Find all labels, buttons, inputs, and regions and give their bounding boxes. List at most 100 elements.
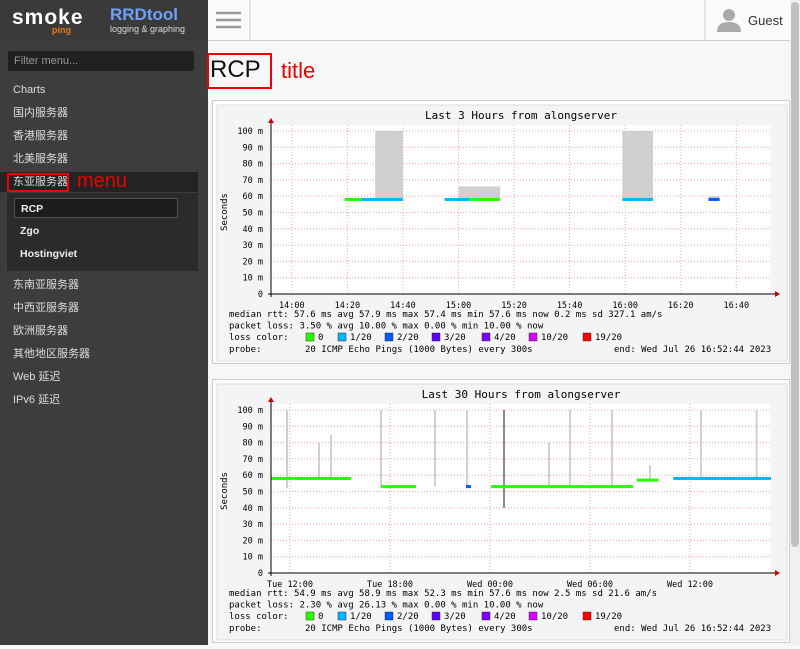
stats-line: packet loss: 2.30 % avg 26.13 % max 0.00… <box>229 601 544 611</box>
y-tick-label: 20 m <box>243 257 263 267</box>
y-tick-label: 30 m <box>243 241 263 251</box>
loss-label: loss color: <box>229 612 289 622</box>
smoke <box>318 442 320 479</box>
smoke <box>755 410 758 479</box>
y-tick-label: 90 m <box>243 143 263 153</box>
median <box>444 197 470 201</box>
y-tick-label: 90 m <box>243 422 263 432</box>
menu-item[interactable]: 东南亚服务器 <box>13 279 79 291</box>
median <box>344 197 362 201</box>
x-tick-label: Tue 18:00 <box>367 580 413 590</box>
smoke <box>380 410 382 487</box>
smoke <box>286 410 288 489</box>
plot-area <box>271 125 771 294</box>
x-tick-label: 14:20 <box>335 301 361 311</box>
x-tick-label: 14:40 <box>390 301 416 311</box>
menu-item[interactable]: IPv6 延迟 <box>13 394 61 406</box>
menu-item[interactable]: Web 延迟 <box>13 371 61 383</box>
y-axis-label: Seconds <box>220 193 230 231</box>
menu-item[interactable]: Charts <box>13 84 46 96</box>
menu-item[interactable]: 北美服务器 <box>13 153 68 165</box>
loss-color-label: 19/20 <box>595 333 622 343</box>
y-tick-label: 40 m <box>243 504 263 514</box>
loss-color-label: 0 <box>318 333 323 343</box>
loss-color-label: 10/20 <box>541 333 568 343</box>
probe-label: probe: <box>229 624 262 634</box>
stats-line: median rtt: 54.9 ms avg 58.9 ms max 52.3… <box>229 589 657 599</box>
loss-color-label: 0 <box>318 612 323 622</box>
loss-swatch <box>305 332 315 342</box>
submenu-item[interactable]: Zgo <box>20 225 40 237</box>
y-tick-label: 80 m <box>243 439 263 449</box>
axis-arrow <box>775 291 780 297</box>
median <box>491 485 633 489</box>
logo-ping: ping <box>52 25 71 35</box>
filter-input[interactable]: Filter menu... <box>8 51 194 71</box>
y-tick-label: 80 m <box>243 160 263 170</box>
loss-color-label: 1/20 <box>350 333 372 343</box>
stats-line: packet loss: 3.50 % avg 10.00 % max 0.00… <box>229 322 544 332</box>
x-tick-label: 14:00 <box>279 301 305 311</box>
loss-color-label: 2/20 <box>397 333 419 343</box>
menu-item[interactable]: 中西亚服务器 <box>13 302 79 314</box>
x-tick-label: 16:40 <box>723 301 749 311</box>
x-tick-label: Wed 06:00 <box>567 580 613 590</box>
hamburger[interactable] <box>216 11 241 29</box>
submenu-item[interactable]: Hostingviet <box>20 248 78 260</box>
probe-text: 20 ICMP Echo Pings (1000 Bytes) every 30… <box>305 624 533 634</box>
loss-color-label: 2/20 <box>397 612 419 622</box>
topbar-icons <box>216 0 741 40</box>
sidebar: smoke ping RRDtool logging & graphing Fi… <box>0 0 208 645</box>
loss-swatch <box>528 611 538 621</box>
median <box>381 485 416 489</box>
x-tick-label: 15:00 <box>446 301 472 311</box>
smoke <box>700 410 702 479</box>
end-time: end: Wed Jul 26 16:52:44 2023 <box>614 624 771 634</box>
submenu-item[interactable]: RCP <box>14 198 178 218</box>
loss-label: loss color: <box>229 333 289 343</box>
median <box>636 478 659 482</box>
smoke <box>708 196 720 200</box>
median <box>673 476 771 480</box>
x-tick-label: 16:00 <box>612 301 638 311</box>
y-axis-label: Seconds <box>220 472 230 510</box>
scroll-thumb[interactable] <box>791 2 799 547</box>
menu-item[interactable]: 香港服务器 <box>13 130 68 142</box>
menu-item[interactable]: 欧洲服务器 <box>13 325 68 337</box>
smoke <box>503 410 505 508</box>
loss-color-label: 10/20 <box>541 612 568 622</box>
loss-swatch <box>337 332 347 342</box>
y-tick-label: 60 m <box>243 471 263 481</box>
graph: Last 30 Hours from alongserver Seconds 0 10… <box>216 383 788 641</box>
user-icon[interactable] <box>717 9 741 32</box>
end-time: end: Wed Jul 26 16:52:44 2023 <box>614 345 771 355</box>
loss-swatch <box>431 611 441 621</box>
menu-item[interactable]: 其他地区服务器 <box>13 348 90 360</box>
median <box>466 485 471 489</box>
axis-arrow <box>268 118 274 123</box>
y-tick-label: 100 m <box>237 127 263 137</box>
y-tick-label: 20 m <box>243 536 263 546</box>
scrollbar[interactable] <box>790 0 800 645</box>
menu-item[interactable]: 国内服务器 <box>13 107 68 119</box>
graph-panel: Last 3 Hours from alongserver Seconds 0 10 … <box>212 100 790 364</box>
loss-color-label: 4/20 <box>494 333 516 343</box>
loss-swatch <box>384 332 394 342</box>
menu-item[interactable]: 东亚服务器 <box>0 172 198 192</box>
annotation-title: title <box>281 58 316 83</box>
y-tick-label: 60 m <box>243 192 263 202</box>
annotation-box <box>207 53 272 89</box>
smoke <box>611 410 613 487</box>
y-tick-label: 50 m <box>243 209 263 219</box>
graph-panel: Last 30 Hours from alongserver Seconds 0 10… <box>212 379 790 643</box>
probe-text: 20 ICMP Echo Pings (1000 Bytes) every 30… <box>305 345 533 355</box>
loss-swatch <box>431 332 441 342</box>
x-tick-label: 15:20 <box>501 301 527 311</box>
topbar: Guest <box>208 0 790 41</box>
x-tick-label: Wed 12:00 <box>667 580 713 590</box>
stats-line: median rtt: 57.6 ms avg 57.9 ms max 57.4… <box>229 310 662 320</box>
y-tick-label: 0 <box>258 569 263 579</box>
probe-label: probe: <box>229 345 262 355</box>
loss-swatch <box>528 332 538 342</box>
user-name[interactable]: Guest <box>748 13 783 28</box>
